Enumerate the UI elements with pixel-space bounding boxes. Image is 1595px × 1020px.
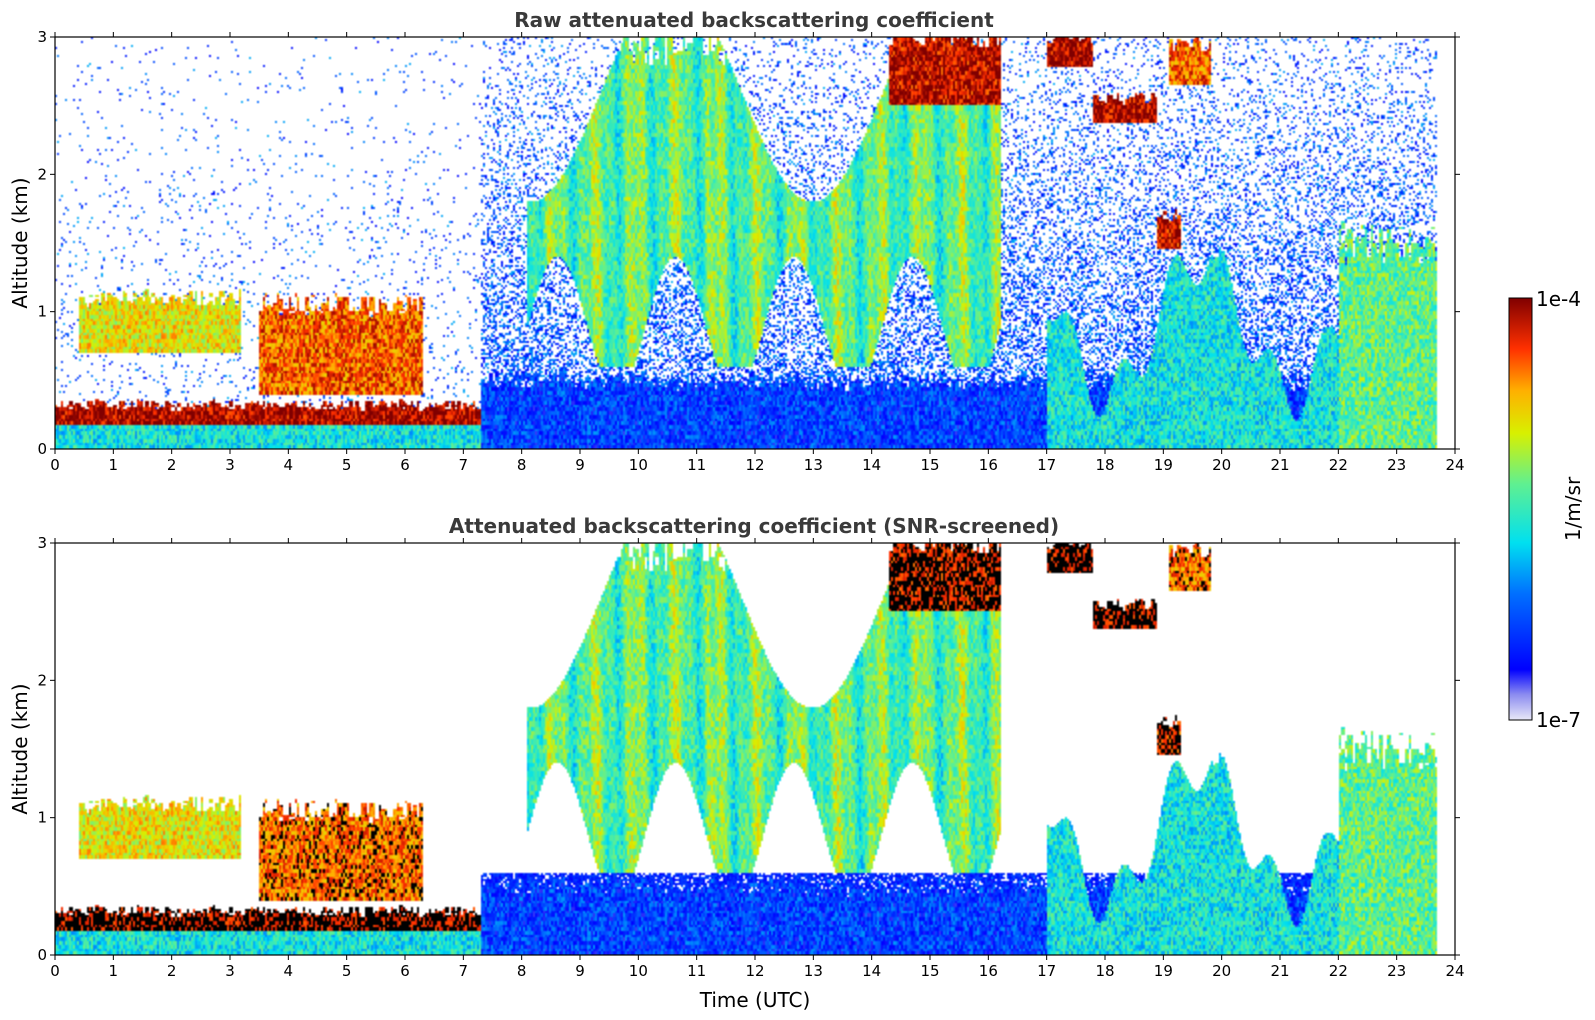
x-tick-label: 22 [1329,962,1348,980]
colorbar-gradient [1508,297,1533,721]
panel-raw-ylabel: Altitude (km) [8,177,32,308]
colorbar-max-label: 1e-4 [1536,287,1581,311]
y-tick-label: 0 [37,946,47,964]
panel-screened-yaxis: 0 1 2 3 [37,534,1460,964]
x-tick-label: 14 [862,456,881,474]
x-tick-label: 12 [745,962,764,980]
x-tick-label: 15 [920,456,939,474]
x-tick-label: 24 [1445,456,1464,474]
x-tick-label: 24 [1445,962,1464,980]
x-tick-label: 8 [517,962,527,980]
panel-screened-ylabel: Altitude (km) [8,683,32,814]
x-tick-label: 7 [459,456,469,474]
panel-screened-title: Attenuated backscattering coefficient (S… [449,514,1059,538]
panel-raw-title: Raw attenuated backscattering coefficien… [514,8,994,32]
y-tick-label: 1 [37,809,47,827]
x-tick-label: 17 [1037,962,1056,980]
heatmap-screened [55,543,1455,955]
panel-raw: Raw attenuated backscattering coefficien… [8,8,1465,474]
y-tick-label: 3 [37,28,47,46]
panel-raw-xaxis: 0 1 2 3 4 5 6 7 8 9 10 11 12 13 14 15 16 17 18 19 20 21 22 23 24 [50,32,1465,474]
x-tick-label: 16 [979,962,998,980]
x-tick-label: 3 [225,962,235,980]
x-tick-label: 10 [629,962,648,980]
x-tick-label: 1 [109,456,119,474]
x-tick-label: 9 [575,456,585,474]
x-tick-label: 10 [629,456,648,474]
y-tick-label: 0 [37,440,47,458]
x-tick-label: 14 [862,962,881,980]
x-tick-label: 0 [50,962,60,980]
panel-screened: Attenuated backscattering coefficient (S… [8,514,1465,1012]
x-tick-label: 4 [284,456,294,474]
panel-raw-yaxis: 0 1 2 3 [37,28,1460,458]
panel-screened-xaxis: 0 1 2 3 4 5 6 7 8 9 10 11 12 13 14 15 16 17 18 19 20 21 22 23 24 [50,538,1465,980]
x-tick-label: 13 [804,962,823,980]
x-tick-label: 5 [342,456,352,474]
y-tick-label: 2 [37,671,47,689]
x-tick-label: 23 [1387,456,1406,474]
x-tick-label: 19 [1154,962,1173,980]
x-tick-label: 5 [342,962,352,980]
x-tick-label: 11 [687,962,706,980]
x-tick-label: 17 [1037,456,1056,474]
x-tick-label: 1 [109,962,119,980]
x-tick-label: 2 [167,962,177,980]
x-tick-label: 23 [1387,962,1406,980]
colorbar-min-label: 1e-7 [1536,708,1581,732]
x-tick-label: 9 [575,962,585,980]
x-tick-label: 22 [1329,456,1348,474]
x-tick-label: 0 [50,456,60,474]
colorbar: 1e-4 1e-7 1/m/sr [1508,287,1585,732]
x-tick-label: 6 [400,456,410,474]
x-tick-label: 21 [1270,456,1289,474]
x-tick-label: 11 [687,456,706,474]
x-tick-label: 4 [284,962,294,980]
x-tick-label: 6 [400,962,410,980]
x-tick-label: 7 [459,962,469,980]
x-tick-label: 8 [517,456,527,474]
y-tick-label: 2 [37,165,47,183]
x-tick-label: 19 [1154,456,1173,474]
y-tick-label: 3 [37,534,47,552]
panel-screened-xlabel: Time (UTC) [699,988,811,1012]
x-tick-label: 18 [1095,962,1114,980]
x-tick-label: 20 [1212,456,1231,474]
x-tick-label: 21 [1270,962,1289,980]
x-tick-label: 15 [920,962,939,980]
x-tick-label: 20 [1212,962,1231,980]
x-tick-label: 12 [745,456,764,474]
x-tick-label: 16 [979,456,998,474]
y-tick-label: 1 [37,303,47,321]
x-tick-label: 13 [804,456,823,474]
x-tick-label: 3 [225,456,235,474]
heatmap-raw [55,37,1455,449]
x-tick-label: 18 [1095,456,1114,474]
colorbar-unit-label: 1/m/sr [1561,476,1585,541]
x-tick-label: 2 [167,456,177,474]
